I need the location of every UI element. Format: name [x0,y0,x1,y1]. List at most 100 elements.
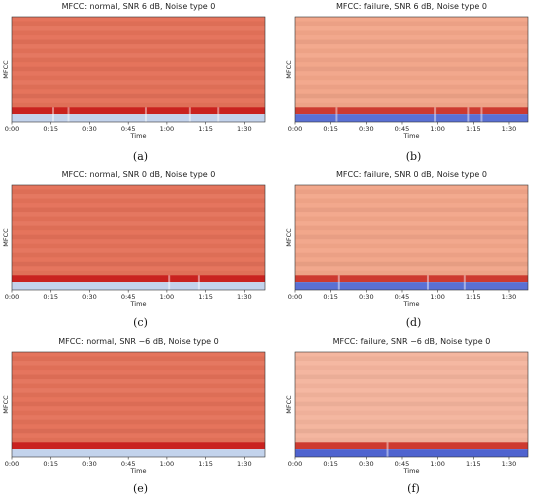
mfcc-coefficient-row [295,198,528,204]
mfcc-coefficient-row [12,401,265,407]
x-tick-label: 0:30 [82,460,97,468]
x-tick-label: 1:15 [466,125,481,133]
light-time-column [144,107,147,122]
mfcc-coefficient-row [295,21,528,27]
mfcc-coefficient-row [12,437,265,443]
mfcc-coefficient-row [12,57,265,63]
mfcc-coefficient-row [12,406,265,412]
plot-frame [11,351,266,458]
mfcc-coefficient-row [295,194,528,200]
mfcc-coefficient-row [12,257,265,263]
plot-frame [294,184,529,291]
mfcc-coefficient-row [12,102,265,108]
mfcc-coefficient-row [295,230,528,236]
mfcc-coefficient-row [12,379,265,385]
mfcc-coefficient-row [12,48,265,54]
mfcc-coefficient-row [295,107,528,115]
mfcc-coefficient-row [12,84,265,90]
mfcc-coefficient-row [295,356,528,362]
mfcc-coefficient-row [295,266,528,272]
mfcc-coefficient-row [295,44,528,50]
mfcc-coefficient-row [12,53,265,59]
mfcc-coefficient-row [295,252,528,258]
mfcc-coefficient-row [295,388,528,394]
mfcc-coefficient-row [12,442,265,450]
x-tick-label: 0:30 [359,125,374,133]
mfcc-coefficient-row [295,26,528,32]
mfcc-coefficient-row [295,48,528,54]
mfcc-coefficient-row [295,212,528,218]
chart-panel: MFCC: failure, SNR −6 dB, Noise type 0 MF… [285,337,529,495]
x-tick-label: 0:15 [43,460,58,468]
chart-title: MFCC: normal, SNR 6 dB, Noise type 0 [62,2,216,11]
x-tick-label: 1:00 [430,293,445,301]
mfcc-coefficient-row [12,234,265,240]
x-tick-label: 0:45 [121,460,136,468]
x-tick-label: 1:15 [466,460,481,468]
mfcc-coefficient-row [295,401,528,407]
mfcc-coefficient-row [12,185,265,191]
mfcc-coefficient-row [12,75,265,81]
x-tick-label: 0:00 [5,293,20,301]
mfcc-coefficient-row [12,415,265,421]
mfcc-coefficient-row [295,207,528,213]
mfcc-coefficient-row [12,248,265,254]
mfcc-coefficient-row [12,93,265,99]
mfcc-coefficient-row [12,374,265,380]
mfcc-coefficient-row [12,216,265,222]
mfcc-coefficient-row [295,383,528,389]
mfcc-coefficient-row [12,370,265,376]
mfcc-coefficient-row [295,365,528,371]
x-tick-label: 0:30 [359,293,374,301]
x-tick-label: 1:30 [502,460,517,468]
mfcc-coefficient-row [295,98,528,104]
mfcc-coefficient-row [295,89,528,95]
x-tick-label: 0:00 [288,293,303,301]
mfcc-coefficient-row [295,66,528,72]
mfcc-coefficient-row [12,80,265,86]
mfcc-coefficient-row [295,35,528,41]
mfcc-coefficient-row [12,21,265,27]
panel-label: (a) [133,150,148,163]
mfcc-coefficient-row [12,433,265,439]
x-tick-label: 0:15 [43,125,58,133]
mfcc-coefficient-row [295,62,528,68]
mfcc-coefficient-row [295,39,528,45]
x-tick-label: 0:00 [288,460,303,468]
x-tick-label: 1:30 [502,125,517,133]
mfcc-coefficient-row [295,442,528,450]
mfcc-coefficient-row [295,248,528,254]
x-tick-label: 1:30 [502,293,517,301]
x-tick-label: 1:30 [237,125,252,133]
mfcc-coefficient-row [12,71,265,77]
mfcc-coefficient-row [12,114,265,122]
chart-title: MFCC: normal, SNR 0 dB, Noise type 0 [62,170,216,179]
mfcc-coefficient-row [295,406,528,412]
mfcc-coefficient-row [295,17,528,23]
panel-label: (f) [407,482,420,495]
x-tick-label: 0:30 [82,293,97,301]
mfcc-coefficient-row [12,98,265,104]
mfcc-coefficient-row [295,361,528,367]
x-tick-label: 0:45 [395,460,410,468]
mfcc-coefficient-row [295,419,528,425]
mfcc-coefficient-row [12,30,265,36]
light-time-column [67,107,70,122]
panel-label: (c) [133,316,148,329]
mfcc-coefficient-row [12,428,265,434]
x-tick-label: 0:15 [323,125,338,133]
mfcc-coefficient-row [12,261,265,267]
plot-frame [11,184,266,291]
mfcc-coefficient-row [295,243,528,249]
chart-title: MFCC: failure, SNR −6 dB, Noise type 0 [333,337,491,346]
mfcc-coefficient-row [12,275,265,283]
mfcc-coefficient-row [295,71,528,77]
mfcc-coefficient-row [295,397,528,403]
mfcc-coefficient-row [295,80,528,86]
mfcc-coefficient-row [295,261,528,267]
y-axis-label: MFCC [285,60,293,79]
mfcc-coefficient-row [12,203,265,209]
mfcc-coefficient-row [12,212,265,218]
chart-panel: MFCC: normal, SNR 0 dB, Noise type 0 MFCC… [2,170,266,329]
